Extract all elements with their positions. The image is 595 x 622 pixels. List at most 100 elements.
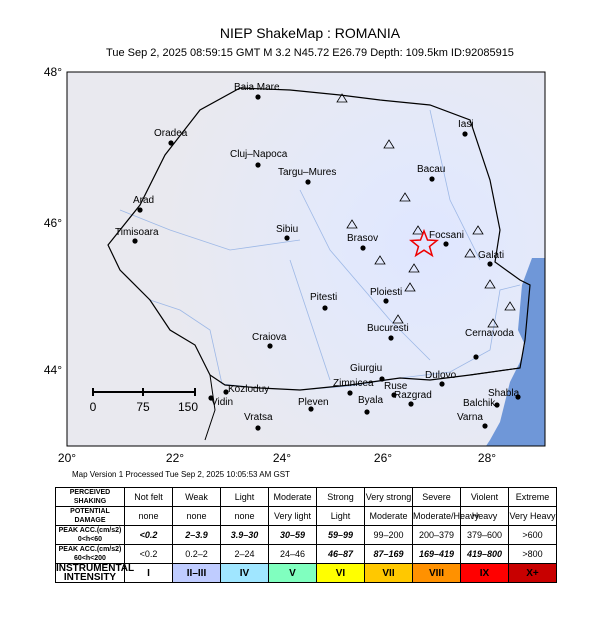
map-figure: NIEP ShakeMap : ROMANIA Tue Sep 2, 2025 … (44, 25, 546, 479)
legend-cell: Moderate/Heavy (412, 506, 479, 526)
footer: Map Version 1 Processed Tue Sep 2, 2025 … (72, 470, 290, 479)
city-dot (267, 343, 273, 349)
lon-label: 22° (166, 451, 184, 465)
city-dot (515, 394, 521, 400)
legend-cell: VII (364, 563, 413, 583)
city-label: Ruse (384, 381, 408, 392)
city-label: Varna (457, 412, 483, 423)
legend-cell: Moderate (268, 487, 317, 507)
legend-cell: 59–99 (316, 525, 365, 545)
city-label: Brasov (347, 233, 378, 244)
legend-cell: Very strong (364, 487, 413, 507)
lon-label: 26° (374, 451, 392, 465)
legend-cell: 2–3.9 (172, 525, 221, 545)
city-label: Pitesti (310, 292, 337, 303)
legend-cell: IX (460, 563, 509, 583)
city-dot (487, 261, 493, 267)
legend-cell: 0.2–2 (172, 544, 221, 564)
city-label: Targu–Mures (278, 167, 336, 178)
city-label: Balchik (463, 398, 496, 409)
legend-cell: Not felt (124, 487, 173, 507)
city-label: Vidin (211, 397, 233, 408)
city-label: Craiova (252, 332, 287, 343)
city-dot (473, 354, 479, 360)
city-label: Dulovo (425, 370, 457, 381)
city-label: Galati (478, 250, 504, 261)
lat-label: 48° (44, 65, 62, 79)
row-header: INSTRUMENTAL INTENSITY (55, 563, 135, 583)
city-label: Ploiesti (370, 287, 402, 298)
legend-cell: 30–59 (268, 525, 317, 545)
scale-bar (92, 388, 196, 396)
legend-row: PEAK ACC.(cm/s2) 0<h<60 <0.2 2–3.9 3.9–30 30… (55, 525, 557, 545)
city-label: Giurgiu (350, 363, 382, 374)
legend-cell: Extreme (508, 487, 557, 507)
sea (486, 258, 545, 446)
legend-cell: VIII (412, 563, 461, 583)
city-label: Zimnicea (333, 378, 374, 389)
legend-cell: I (124, 563, 173, 583)
legend-cell: Moderate (364, 506, 413, 526)
legend-cell: Very Heavy (508, 506, 557, 526)
country-border (107, 87, 531, 391)
city-label: Sibiu (276, 224, 298, 235)
city-dot (308, 406, 314, 412)
city-label: Pleven (298, 397, 329, 408)
city-dot (347, 390, 353, 396)
city-dot (429, 176, 435, 182)
legend-cell: >600 (508, 525, 557, 545)
city-label: Iasi (458, 119, 474, 130)
city-dot (255, 425, 261, 431)
epicenter (408, 228, 440, 258)
city-label: Cernavoda (465, 328, 514, 339)
scale-label: 0 (90, 400, 97, 414)
city-dot (494, 402, 500, 408)
city-dot (462, 131, 468, 137)
city-dot (391, 392, 397, 398)
legend-cell: 169–419 (412, 544, 461, 564)
city-label: Shabla (488, 388, 520, 399)
city-dot (305, 179, 311, 185)
city-dot (284, 235, 290, 241)
legend-cell: VI (316, 563, 365, 583)
legend-cell: none (220, 506, 269, 526)
legend-cell: Light (316, 506, 365, 526)
legend-row: PERCEIVED SHAKING Not felt Weak Light Modera… (55, 487, 557, 507)
scale-label: 75 (136, 400, 150, 414)
city-dot (364, 409, 370, 415)
legend-cell: X+ (508, 563, 557, 583)
legend-cell: Light (220, 487, 269, 507)
city-dot (388, 335, 394, 341)
city-label: Oradea (154, 128, 188, 139)
legend-cell: <0.2 (124, 544, 173, 564)
legend-cell: V (268, 563, 317, 583)
cities: Baia Mare Oradea Cluj–Napoca Targu–Mures Ias… (115, 82, 521, 431)
city-dot (443, 241, 449, 247)
city-label: Arad (133, 195, 154, 206)
city-dot (408, 401, 414, 407)
lat-label: 46° (44, 216, 62, 230)
scale-label: 150 (178, 400, 198, 414)
city-dot (360, 245, 366, 251)
border (204, 367, 521, 441)
city-dot (223, 389, 229, 395)
legend-cell: IV (220, 563, 269, 583)
legend-cell: 99–200 (364, 525, 413, 545)
legend-cell: none (172, 506, 221, 526)
legend-cell: <0.2 (124, 525, 173, 545)
map-frame (66, 71, 546, 447)
lon-label: 28° (478, 451, 496, 465)
legend-table: PERCEIVED SHAKING Not felt Weak Light Modera… (55, 487, 557, 583)
city-dot (168, 140, 174, 146)
legend-cell: Strong (316, 487, 365, 507)
city-dot (383, 298, 389, 304)
city-dot (379, 376, 385, 382)
city-label: Cluj–Napoca (230, 149, 288, 160)
legend-row: PEAK ACC.(cm/s2) 60<h<200 <0.2 0.2–2 2–24 24… (55, 544, 557, 564)
city-dot (137, 207, 143, 213)
legend-row: INSTRUMENTAL INTENSITY I II–III IV V VI VII VII… (55, 563, 557, 583)
city-dot (322, 305, 328, 311)
stations (336, 93, 516, 328)
legend-cell: none (124, 506, 173, 526)
